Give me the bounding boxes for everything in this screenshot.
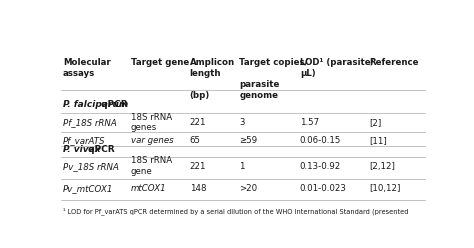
Text: qPCR: qPCR [84,145,114,154]
Text: P. vivax: P. vivax [63,145,100,154]
Text: >20: >20 [239,184,257,193]
Text: 221: 221 [190,118,206,127]
Text: [11]: [11] [370,136,387,145]
Text: 221: 221 [190,162,206,171]
Text: Reference: Reference [370,59,419,67]
Text: Pf_varATS: Pf_varATS [63,136,105,145]
Text: 0.06-0.15: 0.06-0.15 [300,136,341,145]
Text: ¹ LOD for Pf_varATS qPCR determined by a serial dilution of the WHO Internationa: ¹ LOD for Pf_varATS qPCR determined by a… [63,207,409,215]
Text: Target gene: Target gene [131,59,189,67]
Text: 148: 148 [190,184,206,193]
Text: Pv_mtCOX1: Pv_mtCOX1 [63,184,113,193]
Text: 3: 3 [239,118,245,127]
Text: 0.01-0.023: 0.01-0.023 [300,184,347,193]
Text: ≥59: ≥59 [239,136,257,145]
Text: 18S rRNA
gene: 18S rRNA gene [131,156,172,176]
Text: 65: 65 [190,136,201,145]
Text: LOD¹ (parasite/
μL): LOD¹ (parasite/ μL) [300,59,374,78]
Text: 1.57: 1.57 [300,118,319,127]
Text: Molecular
assays: Molecular assays [63,59,110,78]
Text: [2,12]: [2,12] [370,162,395,171]
Text: Target copies/

parasite
genome: Target copies/ parasite genome [239,59,308,100]
Text: Pv_18S rRNA: Pv_18S rRNA [63,162,119,171]
Text: var genes: var genes [131,136,173,145]
Text: P. falciparum: P. falciparum [63,100,128,109]
Text: Pf_18S rRNA: Pf_18S rRNA [63,118,117,127]
Text: qPCR: qPCR [98,100,128,109]
Text: [10,12]: [10,12] [370,184,401,193]
Text: 0.13-0.92: 0.13-0.92 [300,162,341,171]
Text: 18S rRNA
genes: 18S rRNA genes [131,113,172,132]
Text: 1: 1 [239,162,245,171]
Text: [2]: [2] [370,118,382,127]
Text: Amplicon
length

(bp): Amplicon length (bp) [190,59,235,100]
Text: mtCOX1: mtCOX1 [131,184,166,193]
